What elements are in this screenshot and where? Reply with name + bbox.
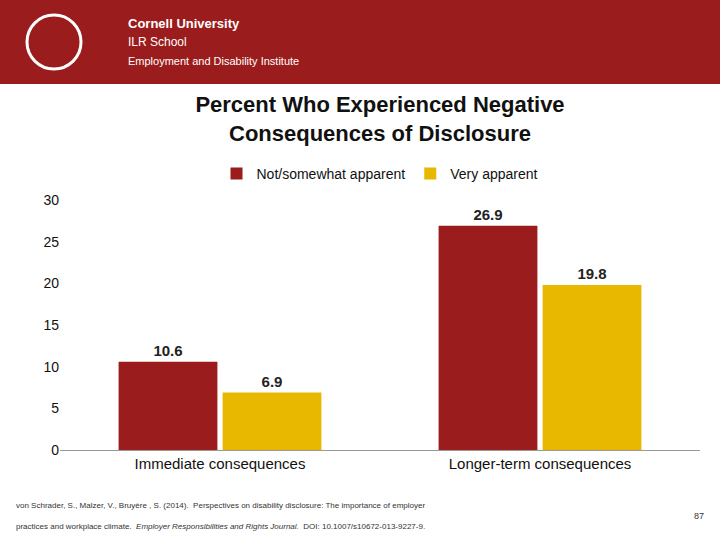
svg-text:von Schrader, S., Malzer, V.,: von Schrader, S., Malzer, V., Bruyère , … (16, 501, 425, 510)
svg-text:Cornell University: Cornell University (128, 16, 240, 31)
svg-text:ILR School: ILR School (128, 35, 187, 49)
svg-text:Longer-term consequences: Longer-term consequences (449, 455, 632, 472)
svg-text:10: 10 (43, 359, 59, 375)
svg-text:6.9: 6.9 (262, 373, 283, 390)
svg-text:5: 5 (51, 400, 59, 416)
svg-text:30: 30 (43, 192, 59, 208)
svg-text:19.8: 19.8 (577, 265, 606, 282)
svg-text:practices and workplace climat: practices and workplace climate. Employe… (16, 522, 425, 531)
svg-text:0: 0 (51, 442, 59, 458)
svg-text:25: 25 (43, 234, 59, 250)
svg-text:20: 20 (43, 275, 59, 291)
svg-text:Not/somewhat apparent: Not/somewhat apparent (257, 166, 406, 182)
svg-text:15: 15 (43, 317, 59, 333)
svg-text:10.6: 10.6 (153, 342, 182, 359)
svg-text:Employment and Disability Inst: Employment and Disability Institute (128, 55, 299, 67)
svg-text:Very apparent: Very apparent (450, 166, 537, 182)
svg-text:87: 87 (694, 511, 704, 521)
svg-text:Immediate consequences: Immediate consequences (135, 455, 306, 472)
svg-text:26.9: 26.9 (473, 206, 502, 223)
svg-text:Percent Who Experienced Negati: Percent Who Experienced NegativeConseque… (195, 92, 564, 146)
